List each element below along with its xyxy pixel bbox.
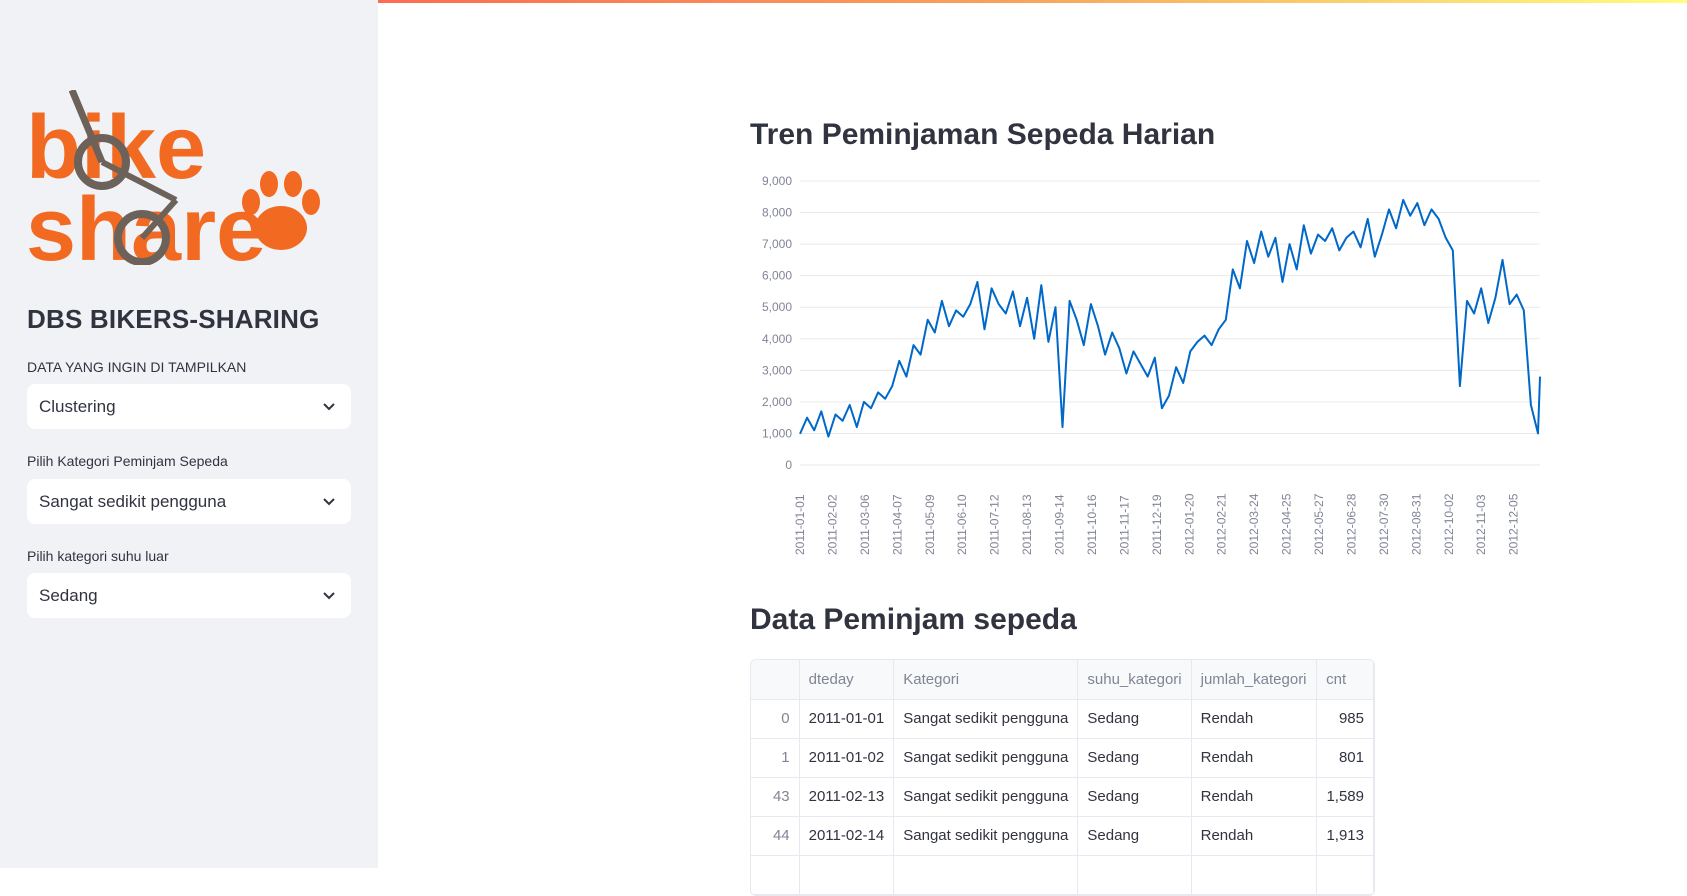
x-tick-label: 2011-01-01 — [793, 494, 807, 555]
col-header-suhu-kategori[interactable]: suhu_kategori — [1077, 660, 1192, 700]
top-decoration-bar — [0, 0, 1687, 3]
x-tick-label: 2011-04-07 — [890, 494, 904, 555]
y-tick-label: 6,000 — [762, 269, 792, 283]
cell-dteday[interactable]: 2011-02-14 — [799, 816, 895, 856]
chart-title: Tren Peminjaman Sepeda Harian — [750, 118, 1216, 151]
x-tick-label: 2012-10-02 — [1442, 493, 1456, 555]
display-data-select[interactable]: Clustering — [27, 384, 351, 429]
series-line — [799, 198, 1541, 438]
cell-kategori[interactable] — [893, 855, 1079, 895]
x-tick-label: 2012-12-05 — [1507, 493, 1521, 555]
x-tick-label: 2012-11-03 — [1474, 494, 1488, 555]
display-data-value: Clustering — [39, 396, 116, 416]
x-tick-label: 2011-07-12 — [988, 494, 1002, 555]
col-header-jumlah-kategori[interactable]: jumlah_kategori — [1191, 660, 1318, 700]
borrower-category-value: Sangat sedikit pengguna — [39, 491, 227, 511]
cell-kategori[interactable]: Sangat sedikit pengguna — [893, 738, 1079, 778]
temperature-category-value: Sedang — [39, 585, 98, 605]
y-tick-label: 3,000 — [762, 363, 792, 377]
display-data-label: DATA YANG INGIN DI TAMPILKAN — [27, 359, 247, 375]
cell-cnt[interactable]: 1,913 — [1316, 816, 1374, 856]
col-header-kategori[interactable]: Kategori — [893, 660, 1079, 700]
x-tick-label: 2012-04-25 — [1280, 493, 1294, 555]
y-tick-label: 0 — [785, 458, 792, 472]
cell-dteday[interactable] — [799, 855, 895, 895]
app-title: DBS BIKERS-SHARING — [27, 304, 320, 334]
data-table[interactable]: dteday Kategori suhu_kategori jumlah_kat… — [750, 659, 1375, 896]
table-row[interactable] — [751, 855, 1374, 895]
cell-cnt[interactable]: 985 — [1316, 699, 1374, 739]
cell-suhu-kategori[interactable]: Sedang — [1077, 816, 1192, 856]
x-tick-label: 2011-02-02 — [825, 494, 839, 555]
x-tick-label: 2012-01-20 — [1182, 493, 1196, 555]
y-tick-label: 9,000 — [762, 174, 792, 188]
x-tick-label: 2012-02-21 — [1215, 493, 1229, 555]
cell-dteday[interactable]: 2011-02-13 — [799, 777, 895, 817]
table-header-row: dteday Kategori suhu_kategori jumlah_kat… — [751, 660, 1374, 700]
chevron-down-icon — [323, 592, 335, 600]
cell-jumlah-kategori[interactable] — [1191, 855, 1318, 895]
y-tick-label: 1,000 — [762, 426, 792, 440]
cell-dteday[interactable]: 2011-01-02 — [799, 738, 895, 778]
cell-kategori[interactable]: Sangat sedikit pengguna — [893, 777, 1079, 817]
cell-suhu-kategori[interactable]: Sedang — [1077, 777, 1192, 817]
cell-suhu-kategori[interactable]: Sedang — [1077, 699, 1192, 739]
table-row[interactable]: 1 2011-01-02 Sangat sedikit pengguna Sed… — [751, 738, 1374, 778]
cell-cnt[interactable] — [1316, 855, 1374, 895]
svg-text:share: share — [26, 180, 266, 265]
cell-suhu-kategori[interactable]: Sedang — [1077, 738, 1192, 778]
cell-cnt[interactable]: 1,589 — [1316, 777, 1374, 817]
temperature-category-label: Pilih kategori suhu luar — [27, 548, 169, 564]
row-index: 1 — [751, 738, 800, 778]
chevron-down-icon — [323, 403, 335, 411]
cell-suhu-kategori[interactable] — [1077, 855, 1192, 895]
col-header-dteday[interactable]: dteday — [799, 660, 895, 700]
y-tick-label: 5,000 — [762, 300, 792, 314]
cell-jumlah-kategori[interactable]: Rendah — [1191, 738, 1318, 778]
sidebar: bike share DBS BIKERS-SHARING DATA YANG … — [0, 0, 378, 868]
y-tick-label: 8,000 — [762, 206, 792, 220]
cell-kategori[interactable]: Sangat sedikit pengguna — [893, 699, 1079, 739]
col-header-index[interactable] — [751, 660, 800, 700]
x-tick-label: 2011-12-19 — [1150, 494, 1164, 555]
borrower-category-select[interactable]: Sangat sedikit pengguna — [27, 479, 351, 524]
row-index: 0 — [751, 699, 800, 739]
x-tick-label: 2011-05-09 — [923, 494, 937, 555]
cell-jumlah-kategori[interactable]: Rendah — [1191, 777, 1318, 817]
x-tick-label: 2012-07-30 — [1377, 493, 1391, 555]
row-index — [751, 855, 800, 895]
x-tick-label: 2011-09-14 — [1053, 494, 1067, 555]
x-tick-label: 2011-06-10 — [955, 494, 969, 555]
table-row[interactable]: 43 2011-02-13 Sangat sedikit pengguna Se… — [751, 777, 1374, 817]
y-tick-label: 7,000 — [762, 237, 792, 251]
borrower-category-label: Pilih Kategori Peminjam Sepeda — [27, 453, 228, 469]
x-tick-label: 2012-08-31 — [1409, 493, 1423, 555]
x-tick-label: 2011-10-16 — [1085, 494, 1099, 555]
col-header-cnt[interactable]: cnt — [1316, 660, 1374, 700]
row-index: 43 — [751, 777, 800, 817]
row-index: 44 — [751, 816, 800, 856]
x-tick-label: 2011-08-13 — [1020, 494, 1034, 555]
cell-kategori[interactable]: Sangat sedikit pengguna — [893, 816, 1079, 856]
table-row[interactable]: 44 2011-02-14 Sangat sedikit pengguna Se… — [751, 816, 1374, 856]
x-tick-label: 2012-05-27 — [1312, 493, 1326, 555]
daily-rental-line-chart: 0 1,000 2,000 3,000 4,000 5,000 6,000 7,000 8,00… — [762, 174, 1541, 555]
x-tick-label: 2011-11-17 — [1117, 495, 1131, 555]
cell-jumlah-kategori[interactable]: Rendah — [1191, 816, 1318, 856]
y-tick-label: 2,000 — [762, 395, 792, 409]
table-row[interactable]: 0 2011-01-01 Sangat sedikit pengguna Sed… — [751, 699, 1374, 739]
cell-cnt[interactable]: 801 — [1316, 738, 1374, 778]
y-tick-label: 4,000 — [762, 332, 792, 346]
cell-dteday[interactable]: 2011-01-01 — [799, 699, 895, 739]
temperature-category-select[interactable]: Sedang — [27, 573, 351, 618]
cell-jumlah-kategori[interactable]: Rendah — [1191, 699, 1318, 739]
bike-share-logo: bike share — [26, 90, 320, 265]
table-title: Data Peminjam sepeda — [750, 603, 1077, 636]
x-tick-label: 2012-06-28 — [1344, 493, 1358, 555]
x-tick-label: 2011-03-06 — [858, 494, 872, 555]
x-tick-label: 2012-03-24 — [1247, 493, 1261, 555]
chevron-down-icon — [323, 498, 335, 506]
